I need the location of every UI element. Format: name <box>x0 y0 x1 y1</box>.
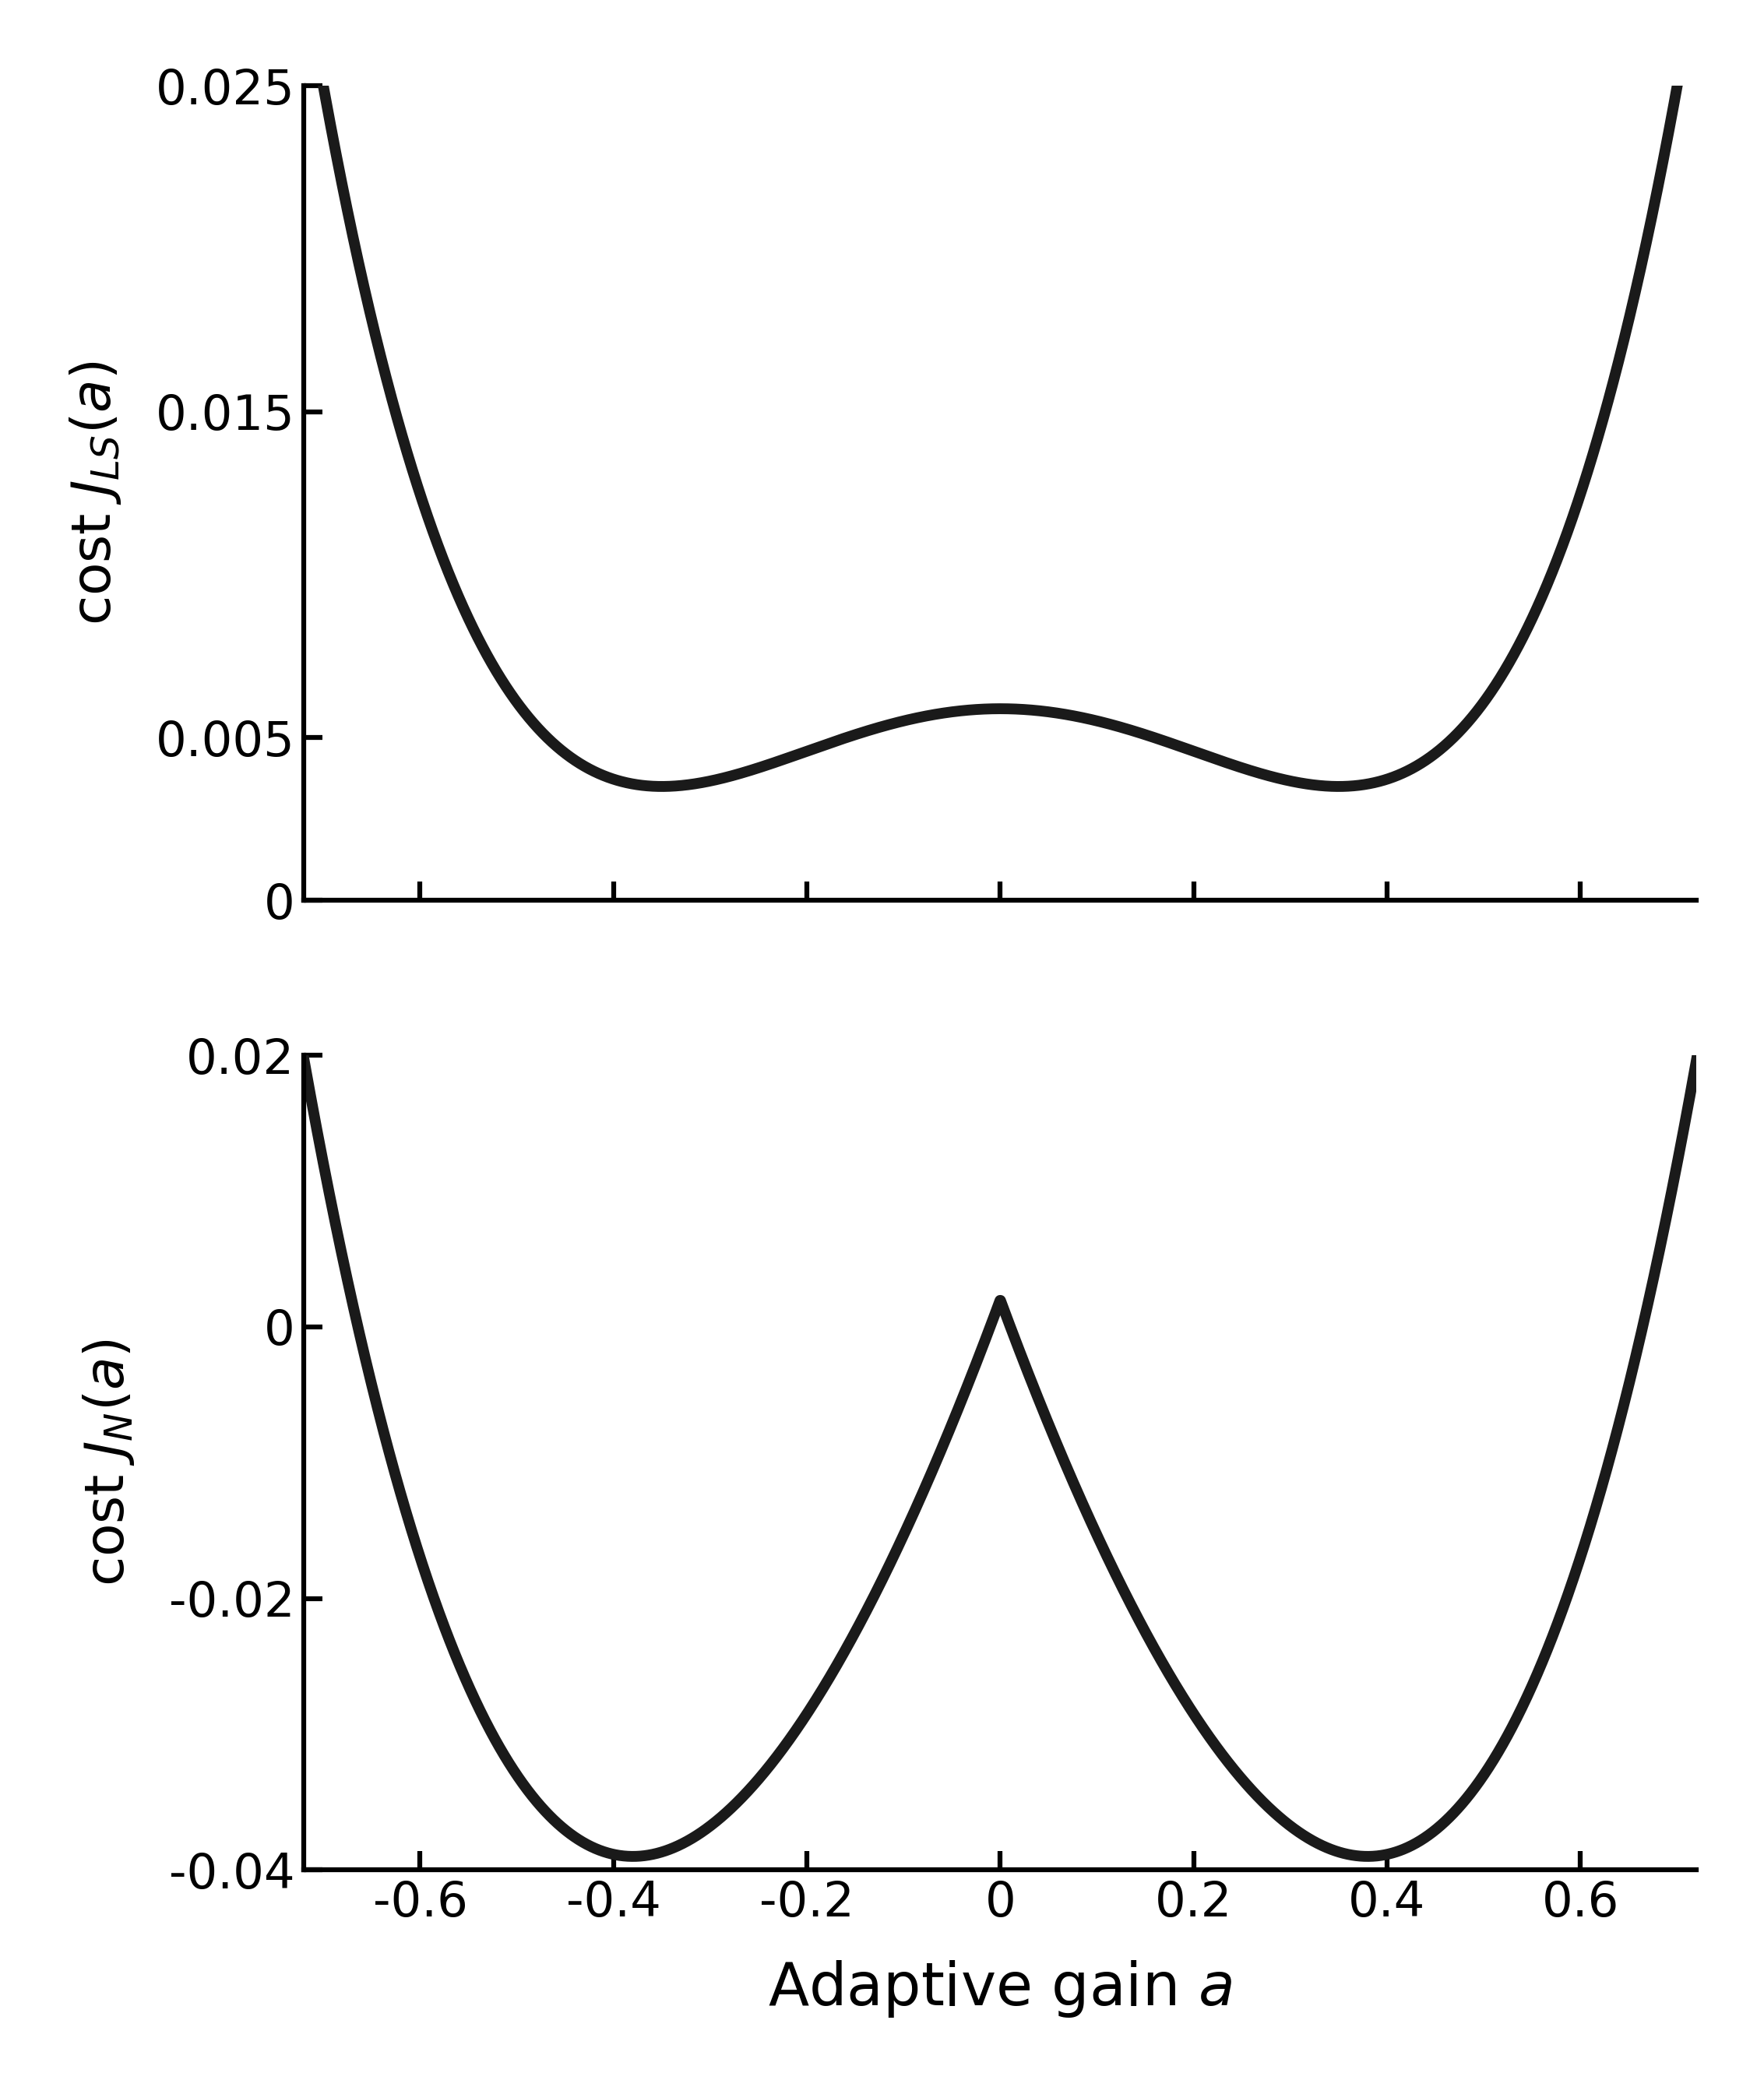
Y-axis label: cost $J_{LS}(a)$: cost $J_{LS}(a)$ <box>67 361 123 626</box>
Y-axis label: cost $J_N(a)$: cost $J_N(a)$ <box>81 1340 136 1586</box>
X-axis label: Adaptive gain $a$: Adaptive gain $a$ <box>767 1960 1233 2020</box>
